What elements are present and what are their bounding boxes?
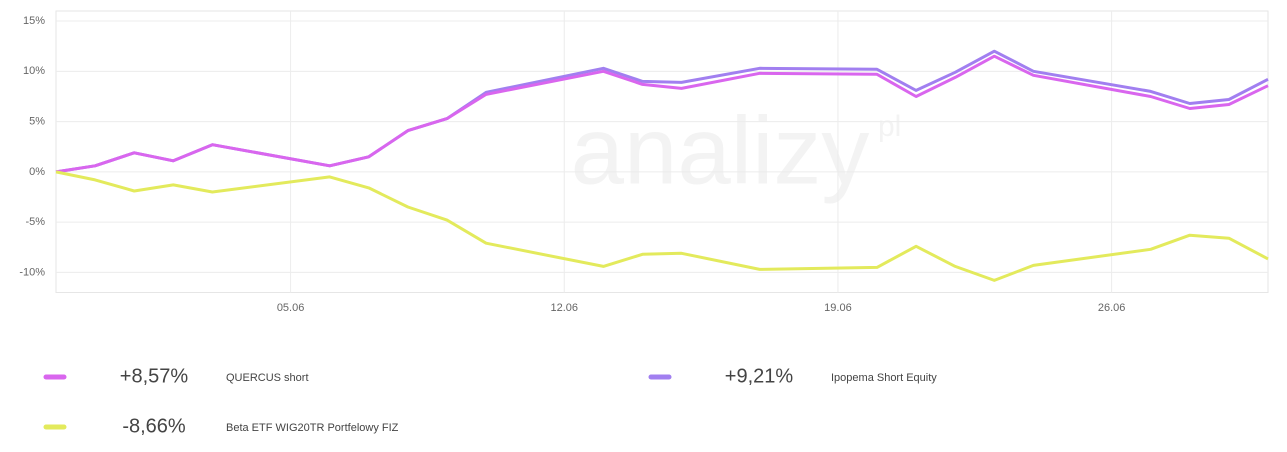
x-tick-label: 26.06 — [1098, 302, 1126, 314]
x-tick-label: 19.06 — [824, 302, 852, 314]
y-tick-label: 0% — [29, 166, 45, 178]
y-tick-label: 10% — [23, 65, 45, 77]
x-tick-label: 05.06 — [277, 302, 305, 314]
legend-value: +8,57% — [120, 365, 189, 387]
watermark: analizy — [571, 97, 870, 204]
legend-value: +9,21% — [725, 365, 794, 387]
x-tick-label: 12.06 — [550, 302, 578, 314]
y-tick-label: 15% — [23, 15, 45, 27]
plot-area — [55, 10, 1269, 293]
series-line — [55, 54, 1269, 174]
legend-name: Ipopema Short Equity — [831, 372, 937, 384]
series-line — [55, 170, 1269, 282]
watermark-suffix: pl — [878, 110, 901, 143]
y-tick-label: -10% — [19, 266, 45, 278]
legend-value: -8,66% — [122, 415, 186, 437]
legend-name: Beta ETF WIG20TR Portfelowy FIZ — [226, 422, 399, 434]
y-tick-label: -5% — [25, 216, 45, 228]
legend-name: QUERCUS short — [226, 372, 309, 384]
y-tick-label: 5% — [29, 115, 45, 127]
